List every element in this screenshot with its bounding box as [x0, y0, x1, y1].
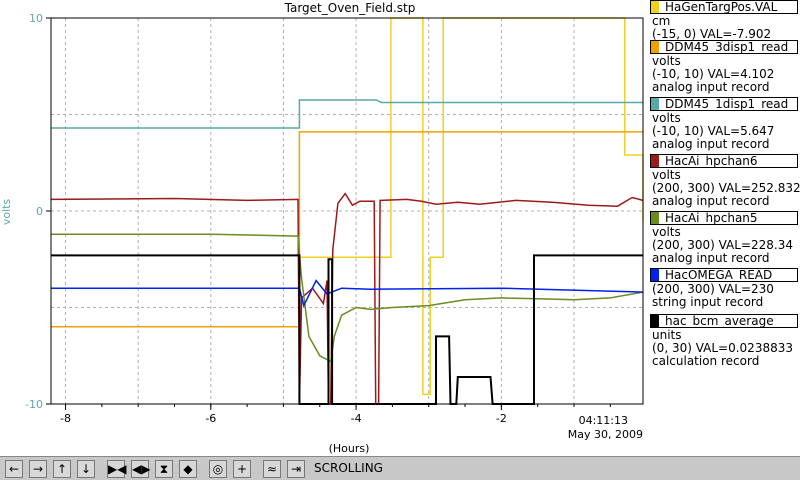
series-line-DDM45_3disp1_read [51, 131, 643, 328]
legend-detail: (-15, 0) VAL=-7.902 [652, 27, 772, 41]
legend-detail: analog input record [652, 80, 770, 94]
legend-label[interactable]: HacAi_hpchan6 [650, 154, 798, 168]
legend-detail: calculation record [652, 354, 760, 368]
series-line-hac_bcm_average [51, 254, 643, 405]
legend-detail: string input record [652, 295, 764, 309]
legend-detail: volts [652, 54, 681, 68]
zoom-in-horizontal-icon[interactable]: ▶◀ [107, 460, 127, 478]
legend-detail: (200, 300) VAL=230 [652, 282, 774, 296]
x-tick-label: -4 [351, 412, 362, 425]
resume-scrolling-icon[interactable]: ⇥ [287, 460, 305, 478]
auto-scale-icon[interactable]: ◎ [209, 460, 227, 478]
x-tick-label: -8 [60, 412, 71, 425]
scroll-right-icon[interactable]: → [29, 460, 47, 478]
legend-label[interactable]: HacOMEGA_READ [650, 268, 798, 282]
legend-swatch [651, 212, 659, 224]
toggle-style-icon[interactable]: ≈ [263, 460, 281, 478]
zoom-out-vertical-icon[interactable]: ◆ [179, 460, 197, 478]
legend-name: HacAi_hpchan5 [665, 211, 758, 225]
legend-name: DDM45_3disp1_read [665, 40, 789, 54]
series-line-HacOMEGA_READ [51, 279, 644, 308]
toolbar: SCROLLING ← → ↑ ↓ ▶◀ ◀▶ ⧗ ◆ ◎ + ≈ ⇥ [0, 456, 800, 480]
time-label: 04:11:13 [579, 414, 628, 427]
add-marker-icon[interactable]: + [233, 460, 251, 478]
legend-label[interactable]: DDM45_1disp1_read [650, 97, 798, 111]
legend-detail: volts [652, 111, 681, 125]
legend-name: HacOMEGA_READ [665, 268, 773, 282]
x-tick-label: -2 [496, 412, 507, 425]
date-label: May 30, 2009 [568, 428, 643, 441]
legend-detail: (0, 30) VAL=0.0238833 [652, 341, 793, 355]
legend-detail: analog input record [652, 194, 770, 208]
legend-swatch [651, 41, 659, 53]
y-tick-label: 10 [29, 12, 43, 25]
legend-name: DDM45_1disp1_read [665, 97, 789, 111]
legend-name: HaGenTargPos.VAL [665, 0, 778, 14]
series-line-DDM45_1disp1_read [51, 99, 643, 129]
legend-swatch [651, 1, 659, 13]
legend-detail: units [652, 328, 682, 342]
legend-name: HacAi_hpchan6 [665, 154, 758, 168]
scroll-up-icon[interactable]: ↑ [53, 460, 71, 478]
y-axis-label: volts [0, 199, 13, 226]
legend-label[interactable]: HacAi_hpchan5 [650, 211, 798, 225]
legend-detail: (-10, 10) VAL=4.102 [652, 67, 775, 81]
zoom-out-horizontal-icon[interactable]: ◀▶ [131, 460, 151, 478]
legend-detail: volts [652, 225, 681, 239]
y-tick-label: 0 [36, 205, 43, 218]
legend-swatch [651, 269, 659, 281]
y-tick-label: -10 [25, 398, 43, 411]
legend-detail: (200, 300) VAL=228.34 [652, 238, 793, 252]
series-line-HacAi_hpchan5 [51, 233, 644, 363]
chart-title: Target_Oven_Field.stp [284, 1, 416, 15]
series-line-HaGenTargPos.VAL [51, 17, 644, 396]
legend-label[interactable]: HaGenTargPos.VAL [650, 0, 798, 14]
grid [51, 18, 643, 404]
legend-name: hac_bcm_average [665, 314, 774, 328]
legend-detail: volts [652, 168, 681, 182]
legend-swatch [651, 155, 659, 167]
legend: HaGenTargPos.VAL cm (-15, 0) VAL=-7.902 DDM… [646, 0, 800, 456]
scroll-left-icon[interactable]: ← [5, 460, 23, 478]
legend-swatch [651, 315, 659, 327]
x-tick-label: -6 [205, 412, 216, 425]
legend-detail: analog input record [652, 137, 770, 151]
zoom-in-vertical-icon[interactable]: ⧗ [155, 460, 173, 478]
legend-detail: (200, 300) VAL=252.832 [652, 181, 800, 195]
legend-label[interactable]: DDM45_3disp1_read [650, 40, 798, 54]
legend-detail: analog input record [652, 251, 770, 265]
status-label: SCROLLING [314, 461, 383, 475]
scroll-down-icon[interactable]: ↓ [77, 460, 95, 478]
legend-swatch [651, 98, 659, 110]
legend-detail: cm [652, 14, 671, 28]
legend-detail: (-10, 10) VAL=5.647 [652, 124, 775, 138]
x-axis-label: (Hours) [329, 442, 370, 455]
legend-label[interactable]: hac_bcm_average [650, 314, 798, 328]
